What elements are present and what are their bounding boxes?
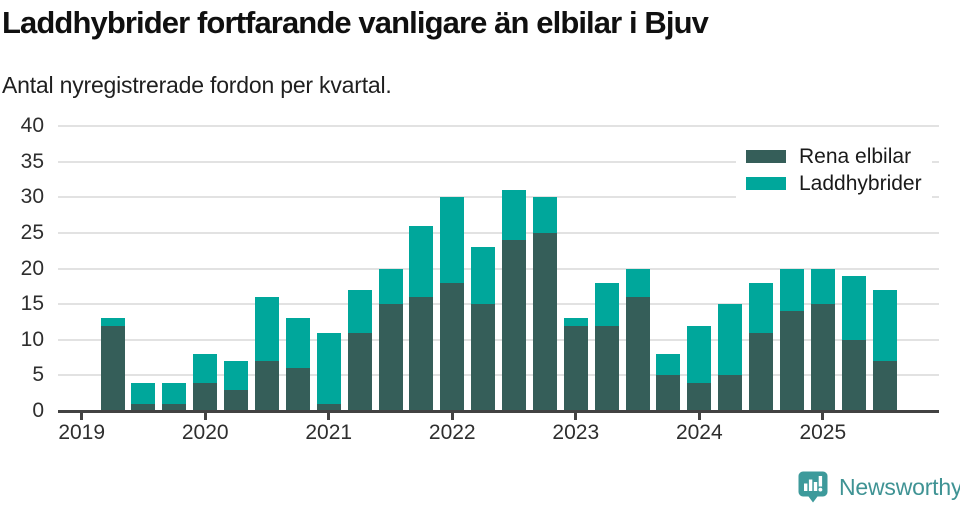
bar-segment-rena-elbilar xyxy=(193,382,218,411)
x-axis-tick xyxy=(80,413,84,420)
bar-segment-laddhybrider xyxy=(749,282,774,333)
bar-segment-rena-elbilar xyxy=(749,332,774,411)
bar-segment-laddhybrider xyxy=(100,318,125,326)
bar-segment-rena-elbilar xyxy=(347,332,372,411)
bar-segment-rena-elbilar xyxy=(872,361,897,411)
bar-segment-rena-elbilar xyxy=(594,325,619,411)
bar-segment-rena-elbilar xyxy=(810,304,835,411)
y-axis-tick-label: 25 xyxy=(20,220,44,244)
bar-segment-laddhybrider xyxy=(193,354,218,383)
x-axis-tick-label: 2019 xyxy=(58,421,106,444)
x-axis-tick-label: 2024 xyxy=(675,421,723,444)
y-gridline xyxy=(58,267,939,270)
newsworthy-logo-icon xyxy=(798,471,828,503)
chart-area: 0 5 10 15 20 25 30 35 40 2019 2020 2021 2022 2023 2024… xyxy=(20,114,939,444)
bar-segment-rena-elbilar xyxy=(625,297,650,411)
legend-item-rena-elbilar: Rena elbilar xyxy=(746,144,922,169)
x-axis-tick xyxy=(203,413,207,420)
chart-subtitle: Antal nyregistrerade fordon per kvartal. xyxy=(2,72,392,98)
y-gridline xyxy=(58,338,939,341)
y-gridline xyxy=(58,125,939,127)
bar-segment-laddhybrider xyxy=(779,268,804,312)
bar-segment-rena-elbilar xyxy=(378,304,403,411)
bar-segment-rena-elbilar xyxy=(718,375,743,411)
x-axis-tick-label: 2023 xyxy=(552,421,600,444)
bar-segment-rena-elbilar xyxy=(532,232,557,411)
y-axis-tick-label: 35 xyxy=(20,149,44,173)
legend-swatch xyxy=(746,177,786,190)
y-gridline xyxy=(58,160,939,163)
y-gridline xyxy=(58,374,939,377)
x-axis-tick xyxy=(450,413,454,420)
bar-segment-rena-elbilar xyxy=(162,403,187,411)
bar-segment-laddhybrider xyxy=(872,289,897,362)
bar-segment-rena-elbilar xyxy=(841,339,866,411)
y-gridline xyxy=(58,196,939,199)
x-axis-tick xyxy=(821,413,825,420)
bar-segment-laddhybrider xyxy=(224,361,249,390)
bar-segment-laddhybrider xyxy=(378,268,403,305)
bar-segment-rena-elbilar xyxy=(563,325,588,411)
bar-segment-rena-elbilar xyxy=(409,297,434,411)
bar-segment-laddhybrider xyxy=(810,268,835,305)
bar-segment-rena-elbilar xyxy=(502,240,527,411)
x-axis-tick-label: 2020 xyxy=(181,421,229,444)
bar-segment-laddhybrider xyxy=(718,304,743,376)
bar-segment-rena-elbilar xyxy=(285,368,310,411)
bar-segment-laddhybrider xyxy=(502,190,527,240)
bar-segment-rena-elbilar xyxy=(656,375,681,411)
bar-segment-rena-elbilar xyxy=(687,382,712,411)
y-axis-tick-label: 0 xyxy=(32,399,44,422)
bar-segment-laddhybrider xyxy=(656,354,681,376)
x-axis-tick-label: 2022 xyxy=(428,421,476,444)
y-axis-tick-label: 30 xyxy=(20,185,44,209)
legend-item-laddhybrider: Laddhybrider xyxy=(746,171,922,196)
bar-segment-rena-elbilar xyxy=(440,282,465,411)
bar-segment-laddhybrider xyxy=(316,332,341,404)
legend: Rena elbilar Laddhybrider xyxy=(736,135,932,205)
y-axis-tick-label: 20 xyxy=(20,256,44,280)
bar-segment-laddhybrider xyxy=(347,289,372,333)
y-axis-tick-label: 15 xyxy=(20,292,44,316)
bar-segment-laddhybrider xyxy=(131,382,156,404)
bar-segment-laddhybrider xyxy=(162,382,187,404)
chart-title: Laddhybrider fortfarande vanligare än el… xyxy=(2,5,709,40)
bar-segment-laddhybrider xyxy=(409,225,434,297)
x-axis-tick xyxy=(574,413,578,420)
bar-segment-laddhybrider xyxy=(594,282,619,326)
bar-segment-rena-elbilar xyxy=(131,403,156,411)
bar-segment-laddhybrider xyxy=(625,268,650,297)
y-gridline xyxy=(58,231,939,234)
bar-segment-laddhybrider xyxy=(471,247,496,305)
x-axis-tick xyxy=(327,413,331,420)
x-axis-tick-label: 2025 xyxy=(799,421,847,444)
newsworthy-brand[interactable]: Newsworthy xyxy=(798,471,960,503)
legend-label: Laddhybrider xyxy=(799,171,922,195)
bar-segment-rena-elbilar xyxy=(100,325,125,411)
bar-segment-laddhybrider xyxy=(687,325,712,383)
brand-name: Newsworthy xyxy=(839,473,960,500)
legend-swatch xyxy=(746,150,786,163)
bar-segment-rena-elbilar xyxy=(471,304,496,411)
bar-segment-laddhybrider xyxy=(285,318,310,369)
y-axis-tick-label: 10 xyxy=(20,327,44,351)
bar-segment-laddhybrider xyxy=(532,197,557,233)
bar-segment-laddhybrider xyxy=(563,318,588,326)
bar-segment-rena-elbilar xyxy=(224,389,249,411)
y-gridline xyxy=(58,303,939,306)
legend-label: Rena elbilar xyxy=(799,144,912,168)
y-axis-tick-label: 40 xyxy=(20,114,44,137)
x-axis-tick xyxy=(697,413,701,420)
y-axis-tick-label: 5 xyxy=(32,363,44,387)
x-axis-line xyxy=(58,410,939,413)
bar-segment-laddhybrider xyxy=(440,197,465,283)
bar-segment-rena-elbilar xyxy=(254,361,279,411)
bar-segment-rena-elbilar xyxy=(779,311,804,411)
bar-segment-laddhybrider xyxy=(841,275,866,340)
x-axis-tick-label: 2021 xyxy=(305,421,353,444)
bar-segment-laddhybrider xyxy=(254,297,279,362)
bar-segment-rena-elbilar xyxy=(316,403,341,411)
